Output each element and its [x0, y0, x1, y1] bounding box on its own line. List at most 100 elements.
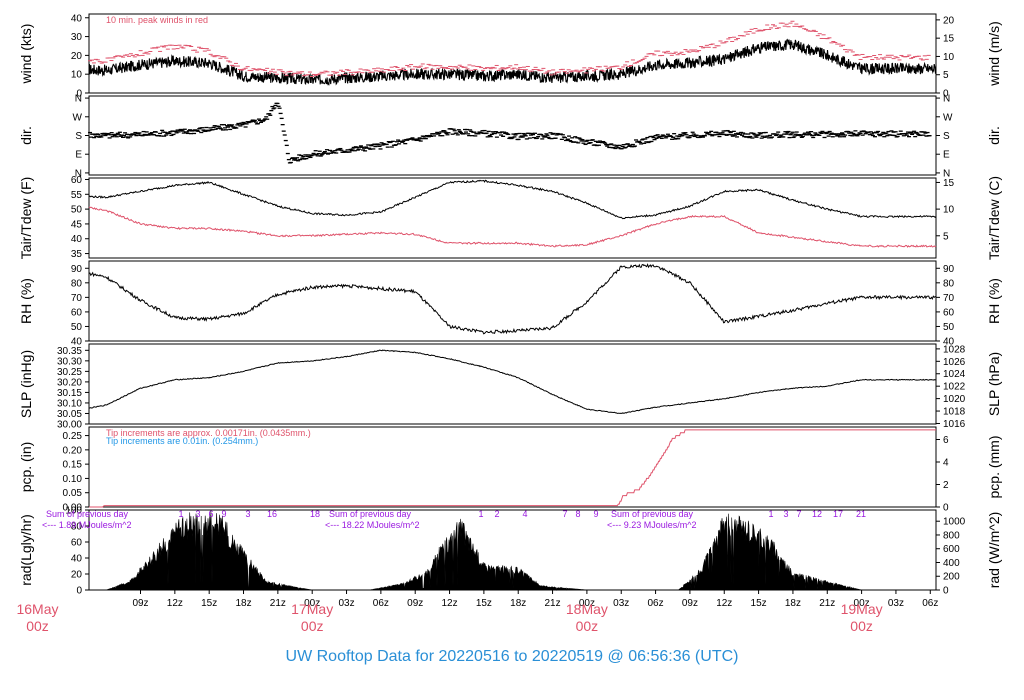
- x-tick-label: 12z: [716, 598, 732, 609]
- rad-hour-label: 7: [796, 509, 801, 519]
- slp-ytick-label-left: 30.15: [57, 388, 82, 399]
- rad-sum-label: Sum of previous day: [46, 509, 129, 519]
- pcp-ytick-label-right: 2: [943, 480, 949, 491]
- rad-hour-label: 1: [478, 509, 483, 519]
- temp-series-1: [88, 206, 937, 248]
- pcp-panel-frame: [88, 426, 937, 508]
- wind-series-0: [88, 38, 937, 86]
- wind-ylabel-left: wind (kts): [18, 24, 34, 85]
- rad-hour-label: 12: [812, 509, 822, 519]
- rad-ylabel-right: rad (W/m^2): [986, 512, 1002, 589]
- rad-sum-value: <--- 1.89 MJoules/m^2: [42, 520, 132, 530]
- x-tick-label: 06z: [922, 598, 938, 609]
- dir-ytick-label-left: E: [75, 150, 82, 161]
- temp-ytick-label-left: 50: [71, 205, 83, 216]
- x-tick-label: 15z: [476, 598, 492, 609]
- x-tick-label: 06z: [648, 598, 664, 609]
- dir-ylabel-left: dir.: [18, 126, 34, 145]
- rad-ytick-label-right: 800: [943, 530, 960, 541]
- slp-ylabel-right: SLP (hPa): [986, 352, 1002, 416]
- slp-ytick-label-left: 30.25: [57, 367, 82, 378]
- temp-ytick-label-right: 15: [943, 178, 955, 189]
- temp-ytick-label-left: 35: [71, 249, 83, 260]
- rad-ytick-label-right: 1000: [943, 517, 966, 528]
- rad-ytick-label-right: 0: [943, 586, 949, 597]
- rad-ytick-label-left: 40: [71, 554, 83, 565]
- x-tick-label: 03z: [613, 598, 629, 609]
- rh-ytick-label-right: 40: [943, 337, 955, 348]
- pcp-ytick-label-left: 0.20: [63, 445, 83, 456]
- x-tick-label: 21z: [544, 598, 560, 609]
- date-label-month: 16May: [16, 601, 58, 617]
- x-tick-label: 18z: [235, 598, 251, 609]
- x-tick-label: 18z: [785, 598, 801, 609]
- rad-hour-label: 1: [768, 509, 773, 519]
- pcp-ytick-label-left: 0.10: [63, 474, 83, 485]
- rad-sum-label: Sum of previous day: [611, 509, 694, 519]
- rad-ytick-label-right: 400: [943, 558, 960, 569]
- x-tick-label: 12z: [441, 598, 457, 609]
- temp-ytick-label-right: 5: [943, 231, 949, 242]
- rad-hour-label: 3: [783, 509, 788, 519]
- rad-ylabel-left: rad(Lgly/hr): [18, 514, 34, 586]
- slp-ytick-label-left: 30.30: [57, 356, 82, 367]
- dir-series: [88, 102, 932, 164]
- wind-ytick-label-left: 0: [76, 89, 82, 100]
- date-label-month: 19May: [841, 601, 883, 617]
- rad-hour-label: 3: [245, 509, 250, 519]
- x-tick-label: 09z: [682, 598, 698, 609]
- rad-ytick-label-right: 200: [943, 572, 960, 583]
- x-tick-label: 00z: [854, 598, 870, 609]
- x-tick-label: 18z: [510, 598, 526, 609]
- temp-ylabel-left: Tair/Tdew (F): [18, 177, 34, 259]
- rad-hour-label: 7: [562, 509, 567, 519]
- wind-ytick-label-left: 40: [71, 13, 83, 24]
- rad-ytick-label-left: 20: [71, 570, 83, 581]
- rad-hour-label: 21: [856, 509, 866, 519]
- rh-ytick-label-right: 80: [943, 278, 955, 289]
- rh-ytick-label-right: 60: [943, 307, 955, 318]
- wind-panel-frame: [88, 13, 937, 94]
- slp-ytick-label-left: 30.00: [57, 420, 82, 431]
- slp-ytick-label-right: 1026: [943, 357, 966, 368]
- x-tick-label: 09z: [407, 598, 423, 609]
- pcp-annotation-1: Tip increments are approx. 0.00171in. (0…: [106, 428, 311, 438]
- rad-ytick-label-left: 100: [65, 506, 82, 517]
- wind-peak-series: [88, 20, 931, 77]
- dir-ylabel-right: dir.: [986, 126, 1002, 145]
- rad-hour-label: 18: [310, 509, 320, 519]
- dir-ytick-label-left: W: [73, 112, 83, 123]
- date-label-hour: 00z: [301, 618, 324, 634]
- pcp-ytick-label-left: 0.00: [63, 503, 83, 514]
- wind-ylabel-right: wind (m/s): [986, 21, 1002, 87]
- slp-ytick-label-right: 1020: [943, 394, 966, 405]
- rad-hour-label: 3: [195, 509, 200, 519]
- rad-ytick-label-left: 80: [71, 522, 83, 533]
- pcp-ytick-label-left: 0.25: [63, 431, 83, 442]
- date-label-hour: 00z: [26, 618, 49, 634]
- rad-ytick-label-left: 60: [71, 538, 83, 549]
- rad-hour-label: 17: [833, 509, 843, 519]
- date-label-hour: 00z: [850, 618, 873, 634]
- rad-hour-label: 1: [178, 509, 183, 519]
- x-tick-label: 12z: [167, 598, 183, 609]
- wind-ytick-label-left: 20: [71, 51, 83, 62]
- date-label-hour: 00z: [576, 618, 599, 634]
- rh-ylabel-left: RH (%): [18, 278, 34, 324]
- temp-ytick-label-left: 55: [71, 190, 83, 201]
- x-tick-label: 21z: [819, 598, 835, 609]
- date-label-month: 18May: [566, 601, 608, 617]
- dir-ytick-label-right: S: [943, 131, 950, 142]
- slp-ytick-label-right: 1018: [943, 407, 966, 418]
- rad-hour-label: 4: [522, 509, 527, 519]
- pcp-ytick-label-right: 4: [943, 458, 949, 469]
- temp-ytick-label-left: 60: [71, 175, 83, 186]
- pcp-ytick-label-left: 0.05: [63, 488, 83, 499]
- wind-ytick-label-right: 10: [943, 52, 955, 63]
- dir-ytick-label-right: N: [943, 168, 950, 179]
- rh-panel-frame: [88, 260, 937, 342]
- rad-ytick-label-left: 0: [76, 586, 82, 597]
- rh-series-0: [88, 263, 937, 335]
- dir-ytick-label-right: N: [943, 94, 950, 105]
